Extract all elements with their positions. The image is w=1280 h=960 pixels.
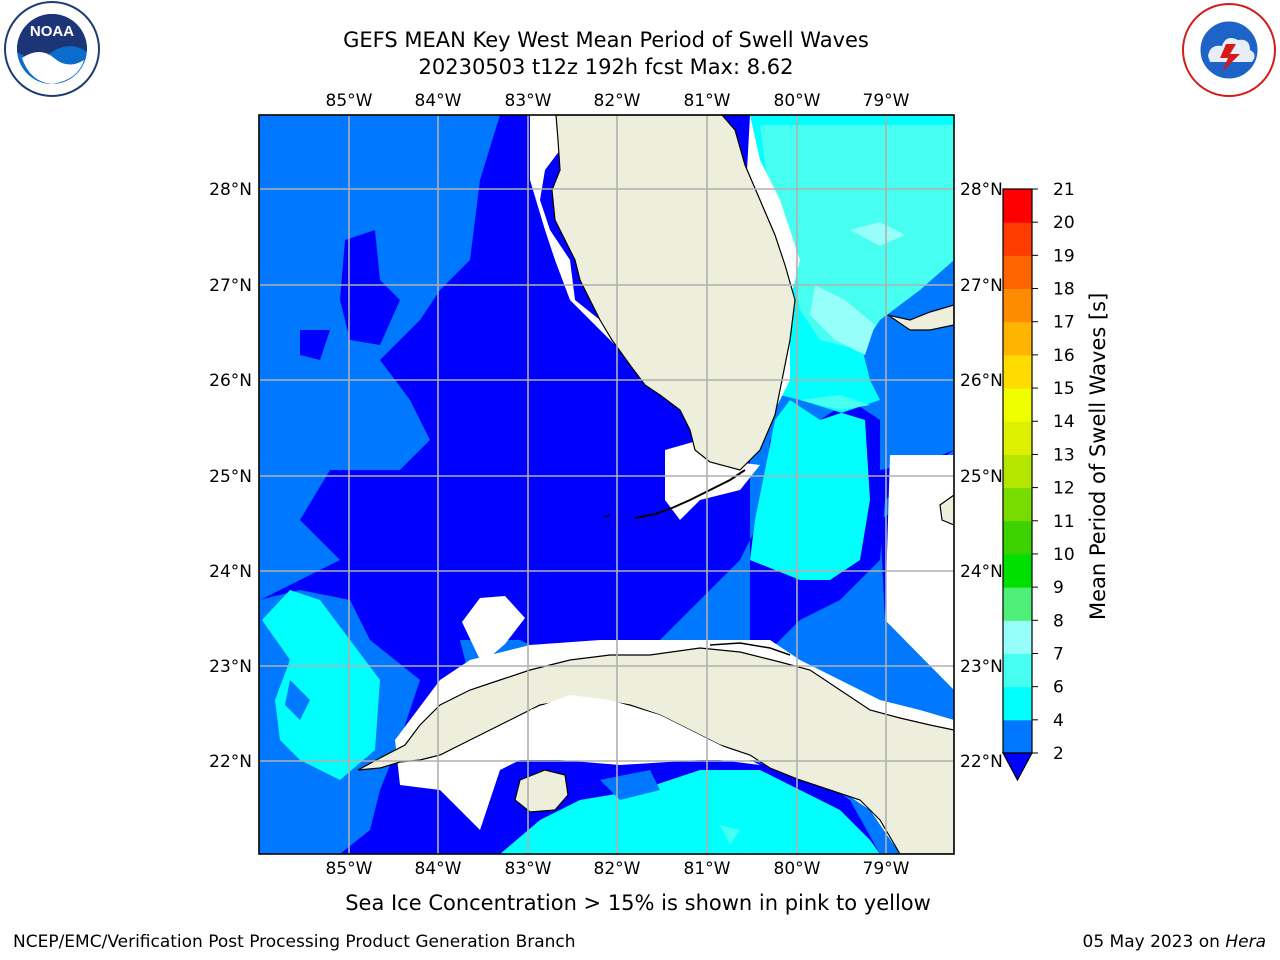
lon-label-bottom: 83°W: [505, 859, 552, 879]
branch-credit: NCEP/EMC/Verification Post Processing Pr…: [13, 932, 576, 952]
colorbar-segment: [1003, 653, 1032, 688]
lon-label-top: 85°W: [326, 91, 373, 111]
colorbar-tick-label: 16: [1053, 346, 1075, 366]
colorbar-segment: [1003, 255, 1032, 290]
run-date: 05 May 2023 on Hera: [1083, 932, 1267, 952]
map-frame: [258, 114, 955, 855]
lon-label-top: 79°W: [863, 91, 910, 111]
land-florida-keys: [634, 469, 746, 519]
colorbar-segment: [1003, 189, 1032, 223]
svg-text:NOAA: NOAA: [30, 23, 74, 40]
noaa-logo: NOAA: [0, 0, 106, 100]
colorbar-under-triangle: [1001, 752, 1034, 782]
colorbar-segment: [1003, 222, 1032, 256]
colorbar-outline: [1002, 188, 1033, 754]
lat-label-right: 22°N: [960, 752, 1003, 772]
colorbar-segment: [1003, 686, 1032, 721]
lon-label-top: 84°W: [415, 91, 462, 111]
lat-label-right: 28°N: [960, 180, 1003, 200]
land-florida: [551, 115, 796, 471]
colorbar-segment: [1003, 454, 1032, 489]
run-host: Hera: [1225, 932, 1266, 952]
lat-label-left: 26°N: [209, 371, 252, 391]
lon-label-bottom: 84°W: [415, 859, 462, 879]
colorbar-tick-label: 21: [1053, 180, 1075, 200]
colorbar-segment: [1003, 487, 1032, 522]
colorbar-tick-label: 12: [1053, 479, 1075, 499]
lat-label-left: 22°N: [209, 752, 252, 772]
lat-label-right: 27°N: [960, 276, 1003, 296]
lat-label-right: 26°N: [960, 371, 1003, 391]
ocean-mid-blue-west: [259, 115, 500, 700]
lat-label-left: 23°N: [209, 657, 252, 677]
colorbar-segment: [1003, 421, 1032, 455]
lon-label-bottom: 80°W: [774, 859, 821, 879]
lon-label-top: 83°W: [505, 91, 552, 111]
colorbar-segment: [1003, 321, 1032, 356]
ocean-cyan-south: [500, 770, 880, 854]
colorbar-tick-label: 15: [1053, 379, 1075, 399]
colorbar-segment: [1003, 388, 1032, 422]
colorbar-tick-label: 10: [1053, 545, 1075, 565]
colorbar-segment: [1003, 288, 1032, 323]
colorbar-tick-label: 18: [1053, 280, 1075, 300]
colorbar-tick-label: 6: [1053, 678, 1064, 698]
colorbar-segment: [1003, 354, 1032, 389]
lat-label-right: 25°N: [960, 467, 1003, 487]
colorbar-tick-label: 8: [1053, 611, 1064, 631]
colorbar-segment: [1003, 553, 1032, 588]
colorbar-tick-label: 20: [1053, 213, 1075, 233]
lat-label-left: 25°N: [209, 467, 252, 487]
chart-title: GEFS MEAN Key West Mean Period of Swell …: [343, 28, 869, 52]
lat-label-right: 23°N: [960, 657, 1003, 677]
colorbar-tick-label: 17: [1053, 313, 1075, 333]
colorbar-segment: [1003, 587, 1032, 621]
chart-subtitle: 20230503 t12z 192h fcst Max: 8.62: [418, 55, 794, 79]
nws-logo: [1178, 0, 1280, 100]
colorbar-title: Mean Period of Swell Waves [s]: [1086, 292, 1110, 620]
lon-label-top: 80°W: [774, 91, 821, 111]
lon-label-bottom: 79°W: [863, 859, 910, 879]
colorbar-tick-label: 13: [1053, 445, 1075, 465]
lat-label-right: 24°N: [960, 562, 1003, 582]
colorbar-segment: [1003, 520, 1032, 555]
colorbar: 2 4 6 7 8 9 10 11 12 13 14 15 16 17 18 19 20 21: [1001, 180, 1075, 782]
colorbar-tick-label: 4: [1053, 711, 1064, 731]
colorbar-tick-label: 9: [1053, 578, 1064, 598]
sea-ice-note: Sea Ice Concentration > 15% is shown in …: [345, 891, 931, 915]
ocean-pale-cyan-patch: [810, 285, 875, 355]
run-date-text: 05 May 2023 on: [1082, 932, 1220, 952]
lon-label-top: 81°W: [684, 91, 731, 111]
lat-label-left: 24°N: [209, 562, 252, 582]
colorbar-segment: [1003, 719, 1032, 754]
colorbar-tick-label: 11: [1053, 512, 1075, 532]
graticule: [259, 115, 954, 854]
lon-label-bottom: 85°W: [326, 859, 373, 879]
colorbar-tick-label: 19: [1053, 246, 1075, 266]
lon-label-bottom: 82°W: [594, 859, 641, 879]
lon-label-top: 82°W: [594, 91, 641, 111]
lat-label-left: 27°N: [209, 276, 252, 296]
ocean-light-cyan-east: [760, 125, 954, 350]
land-cuba: [357, 647, 954, 854]
colorbar-tick-label: 14: [1053, 412, 1075, 432]
lon-label-bottom: 81°W: [684, 859, 731, 879]
land-bahamas: [887, 304, 954, 331]
colorbar-tick-label: 7: [1053, 644, 1064, 664]
colorbar-tick-label: 2: [1053, 744, 1064, 764]
lat-label-left: 28°N: [209, 180, 252, 200]
colorbar-segment: [1003, 620, 1032, 654]
ocean-cyan-southwest: [262, 590, 380, 780]
